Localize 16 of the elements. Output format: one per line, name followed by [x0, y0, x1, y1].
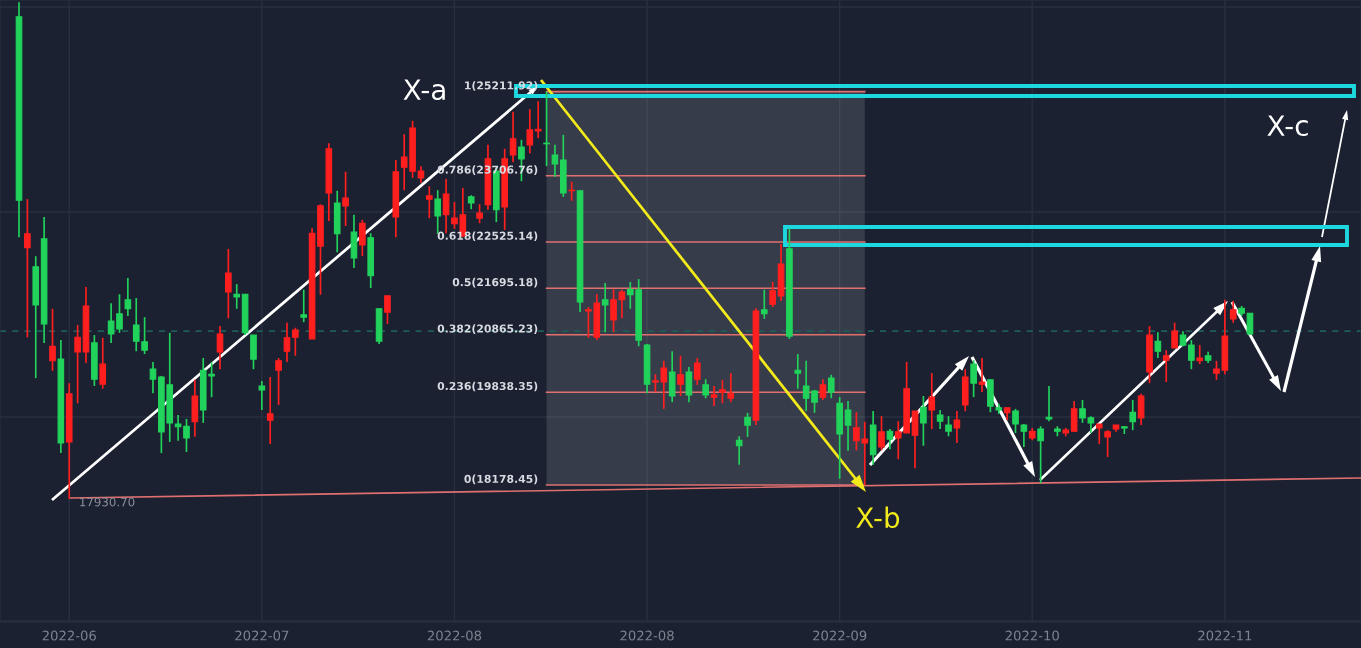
x-tick-label: 2022-08: [427, 630, 482, 641]
x-tick-label: 2022-08: [620, 630, 674, 641]
x-tick-label: 2022-10: [1005, 630, 1059, 641]
x-tick-label: 2022-07: [235, 630, 289, 641]
ref-line-label: 0(18178.45): [464, 474, 538, 485]
ref-line-label: 0.382(20865.23): [437, 324, 538, 334]
annotation: 17930.70: [80, 497, 135, 507]
x-tick-label: 2022-06: [42, 630, 96, 641]
annotation: X-a: [403, 79, 445, 101]
annotation: X-b: [856, 506, 900, 529]
text: X-c: [1267, 115, 1308, 137]
ref-line-label: 0.618(22525.14): [437, 231, 538, 242]
ref-line-label: 0.236(19838.35): [437, 381, 538, 392]
x-tick-label: 2022-11: [1198, 630, 1252, 641]
ref-line-label: 0.5(21695.18): [452, 277, 538, 288]
x-tick-label: 2022-09: [813, 630, 867, 641]
